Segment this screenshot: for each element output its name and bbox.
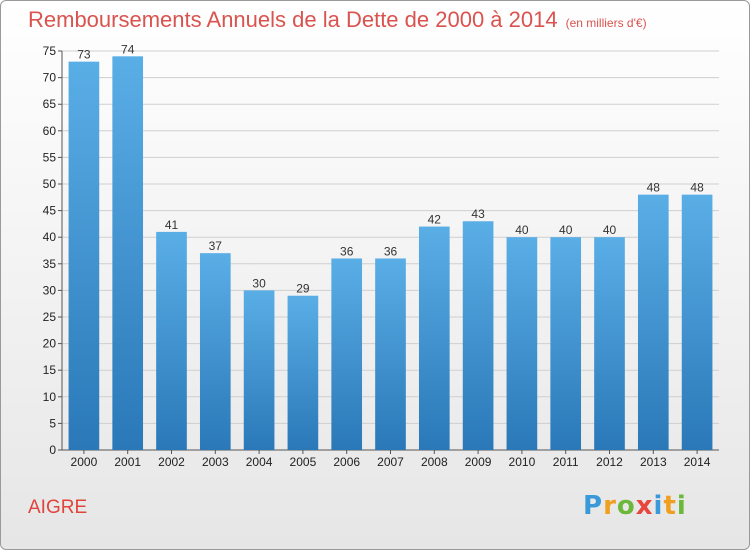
x-tick-label-2002: 2002	[158, 455, 185, 469]
chart-title-text: Remboursements Annuels de la Dette de 20…	[28, 7, 558, 32]
value-label-2005: 29	[296, 282, 310, 296]
x-tick-label-2007: 2007	[377, 455, 404, 469]
bar-2013[interactable]	[637, 194, 669, 450]
bar-2002[interactable]	[156, 231, 187, 450]
bar-2011[interactable]	[550, 237, 582, 450]
value-label-2007: 36	[384, 244, 398, 258]
bar-2004[interactable]	[243, 290, 275, 450]
bar-2012[interactable]	[594, 237, 625, 450]
x-tick-label-2012: 2012	[596, 455, 623, 469]
bar-2001[interactable]	[112, 56, 144, 450]
bar-2000[interactable]	[68, 61, 100, 450]
x-tick-label-2000: 2000	[71, 455, 98, 469]
bar-2006[interactable]	[331, 258, 363, 450]
y-tick-label: 55	[43, 150, 57, 164]
value-label-2003: 37	[209, 239, 223, 253]
y-tick-label: 20	[43, 337, 57, 351]
y-tick-label: 35	[43, 257, 57, 271]
x-tick-label-2014: 2014	[684, 455, 711, 469]
x-tick-label-2013: 2013	[640, 455, 667, 469]
value-label-2001: 74	[121, 42, 135, 56]
bar-2008[interactable]	[418, 226, 450, 450]
y-tick-label: 50	[43, 177, 57, 191]
chart-subtitle: (en milliers d'€)	[565, 16, 647, 30]
value-label-2010: 40	[515, 223, 529, 237]
bar-2007[interactable]	[375, 258, 406, 450]
x-tick-label-2006: 2006	[333, 455, 360, 469]
commune-name: AIGRE	[28, 497, 88, 518]
x-tick-label-2009: 2009	[465, 455, 492, 469]
x-tick-label-2001: 2001	[114, 455, 141, 469]
bars	[68, 56, 713, 450]
y-tick-label: 25	[43, 310, 57, 324]
x-tick-label-2005: 2005	[290, 455, 317, 469]
y-tick-label: 5	[49, 416, 56, 430]
bar-2014[interactable]	[681, 194, 713, 450]
labels: 0 5 10 15 20 25 30 35 40 45 50 55 60 65 70 75 73 2000 74 20…	[43, 42, 711, 469]
y-tick-label: 60	[43, 124, 57, 138]
value-label-2006: 36	[340, 244, 354, 258]
value-label-2014: 48	[690, 181, 704, 195]
value-label-2000: 73	[77, 48, 91, 62]
value-label-2012: 40	[603, 223, 617, 237]
y-tick-label: 45	[43, 204, 57, 218]
x-tick-label-2011: 2011	[553, 455, 579, 469]
bar-2010[interactable]	[506, 237, 538, 450]
value-label-2004: 30	[252, 276, 266, 290]
y-tick-label: 10	[43, 390, 57, 404]
y-tick-label: 65	[43, 97, 57, 111]
y-tick-label: 0	[49, 443, 56, 457]
y-tick-label: 30	[43, 283, 57, 297]
x-tick-label-2008: 2008	[421, 455, 448, 469]
y-tick-label: 15	[43, 363, 57, 377]
x-tick-label-2003: 2003	[202, 455, 229, 469]
x-tick-label-2004: 2004	[246, 455, 273, 469]
value-label-2011: 40	[559, 223, 573, 237]
bar-2009[interactable]	[462, 221, 494, 450]
value-label-2013: 48	[647, 181, 661, 195]
y-tick-label: 70	[43, 71, 57, 85]
y-tick-label: 75	[43, 44, 57, 58]
chart-title: Remboursements Annuels de la Dette de 20…	[28, 7, 647, 33]
value-label-2009: 43	[471, 207, 485, 221]
value-label-2008: 42	[428, 213, 442, 227]
bar-2003[interactable]	[199, 253, 231, 450]
proxiti-logo[interactable]: Proxiti	[583, 491, 687, 521]
x-tick-label-2010: 2010	[509, 455, 536, 469]
bar-2005[interactable]	[287, 295, 319, 450]
y-tick-label: 40	[43, 230, 57, 244]
value-label-2002: 41	[165, 218, 179, 232]
